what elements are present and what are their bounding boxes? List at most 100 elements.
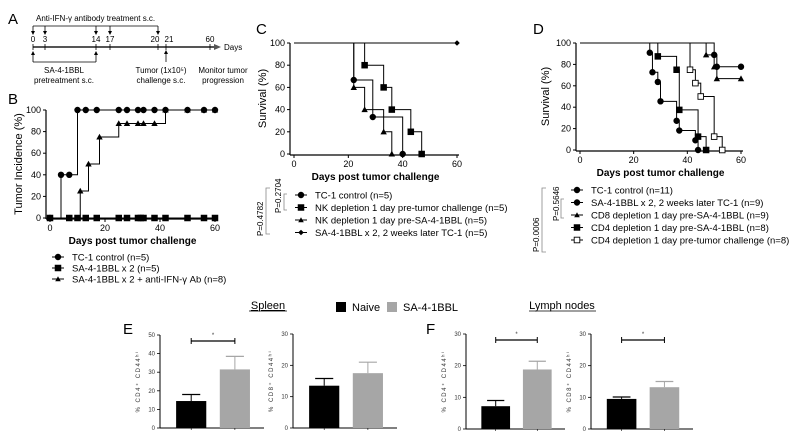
y-tick-label: 10 bbox=[579, 395, 586, 401]
series-line bbox=[50, 109, 215, 219]
data-point-square bbox=[573, 236, 581, 244]
data-point-circle bbox=[673, 117, 680, 124]
legend-label: SA-4-1BBL x 2, 2 weeks later TC-1 (n=5) bbox=[315, 228, 487, 239]
data-point-triangle bbox=[737, 75, 745, 82]
x-tick-label: 40 bbox=[155, 223, 165, 233]
data-point-square bbox=[694, 133, 702, 140]
bar-sa-4-1bbl bbox=[522, 369, 552, 429]
y-tick-label: 20 bbox=[281, 363, 288, 369]
data-point-triangle bbox=[574, 212, 580, 218]
data-point-square bbox=[388, 106, 396, 113]
bar-chart-e-cd4: 0 10 20 30 40 50 % CD4⁺ CD44ʰⁱ * bbox=[134, 333, 264, 432]
data-point-circle bbox=[657, 98, 664, 105]
y-tick-label: 40 bbox=[561, 102, 571, 112]
series-4 bbox=[580, 42, 726, 154]
panel-label-a: A bbox=[8, 11, 18, 28]
y-tick-label: 30 bbox=[579, 332, 586, 338]
series-line bbox=[294, 42, 404, 154]
series-2 bbox=[294, 42, 395, 157]
y-tick-label: 10 bbox=[148, 407, 155, 413]
bar-chart-f-cd8: 0 10 20 30 % CD8⁺ CD44ʰⁱ * bbox=[565, 332, 693, 433]
y-tick-label: 80 bbox=[275, 60, 285, 70]
data-point-circle bbox=[93, 106, 100, 114]
timeline-day-label: 17 bbox=[106, 35, 115, 44]
panel-label-c: C bbox=[256, 21, 267, 38]
bar-naive bbox=[309, 385, 340, 428]
data-point-circle bbox=[140, 106, 147, 114]
data-point-circle bbox=[134, 106, 142, 114]
pretreat-label-1: SA-4-1BBL bbox=[44, 66, 85, 75]
tumor-arrowhead-icon bbox=[164, 50, 168, 54]
timeline-axis-label: Days bbox=[224, 43, 242, 52]
data-point-square bbox=[692, 79, 699, 87]
data-point-triangle bbox=[713, 75, 721, 82]
data-point-triangle bbox=[77, 187, 84, 194]
treatment-arrowhead-icon bbox=[94, 31, 98, 35]
significance-marker: * bbox=[642, 332, 645, 338]
timeline-day-label: 3 bbox=[43, 35, 48, 44]
y-tick-label: 20 bbox=[31, 191, 41, 201]
treatment-arrows bbox=[31, 26, 160, 35]
data-point-triangle bbox=[151, 120, 158, 127]
y-axis-title: Survival (%) bbox=[257, 69, 269, 128]
data-point-square bbox=[654, 53, 662, 60]
pvalue-brackets-d: P=0.0006 P=0.5646 bbox=[532, 186, 564, 253]
series-1 bbox=[294, 42, 425, 158]
data-point-square bbox=[140, 214, 147, 222]
data-point-circle bbox=[57, 171, 65, 178]
tumor-label-1: Tumor (1x10⁵) bbox=[135, 66, 186, 75]
y-tick-label: 10 bbox=[454, 395, 461, 401]
y-axis-title: Survival (%) bbox=[540, 67, 552, 126]
y-tick-label: 20 bbox=[561, 124, 571, 134]
legend-swatch-sa41bbl bbox=[387, 302, 397, 312]
treatment-arrowhead-icon bbox=[156, 31, 160, 35]
x-axis-title: Days post tumor challenge bbox=[312, 172, 440, 183]
y-tick-label: 0 bbox=[458, 427, 462, 433]
data-point-triangle bbox=[388, 150, 395, 157]
bar-naive bbox=[481, 406, 511, 429]
series-line bbox=[580, 42, 699, 150]
pretreat-label-2: pretreatment s.c. bbox=[34, 76, 94, 85]
data-point-circle bbox=[694, 146, 702, 154]
data-point-square bbox=[686, 66, 694, 73]
treatment-arrowhead-icon bbox=[31, 31, 35, 35]
legend-b: TC-1 control (n=5)SA-4-1BBL x 2 (n=5)SA-… bbox=[52, 253, 226, 286]
y-tick-label: 20 bbox=[148, 389, 155, 395]
legend-label: NK depletion 1 day pre-tumor challenge (… bbox=[315, 203, 508, 214]
series-0 bbox=[580, 42, 702, 154]
data-point-square bbox=[297, 204, 305, 211]
data-point-triangle bbox=[200, 106, 208, 113]
legend-label: SA-4-1BBL x 2 (n=5) bbox=[72, 264, 160, 275]
y-tick-label: 0 bbox=[280, 149, 285, 159]
group-title-lymph-nodes: Lymph nodes bbox=[529, 300, 595, 312]
data-point-square bbox=[93, 214, 100, 222]
panel-label-f: F bbox=[426, 321, 435, 338]
data-point-circle bbox=[399, 150, 406, 158]
data-point-diamond bbox=[298, 229, 304, 236]
x-tick-label: 40 bbox=[398, 159, 408, 169]
data-point-triangle bbox=[66, 214, 73, 221]
x-axis-title: Days post tumor challenge bbox=[597, 168, 725, 179]
data-point-triangle bbox=[361, 106, 368, 113]
pvalue-c-2: P=0.2704 bbox=[274, 178, 283, 213]
y-tick-label: 20 bbox=[275, 127, 285, 137]
y-tick-label: 0 bbox=[285, 426, 289, 432]
series-2 bbox=[46, 106, 219, 221]
legend-swatch-naive bbox=[336, 302, 346, 312]
timeline-arrowhead-icon bbox=[214, 44, 221, 50]
x-tick-label: 60 bbox=[736, 155, 746, 165]
tumor-label-2: challenge s.c. bbox=[137, 76, 186, 85]
y-tick-label: 100 bbox=[26, 105, 41, 115]
data-point-triangle bbox=[162, 106, 169, 113]
data-point-triangle bbox=[350, 84, 357, 90]
legend-label: CD4 depletion 1 day pre-SA-4-1BBL (n=8) bbox=[591, 223, 769, 234]
y-tick-label: 10 bbox=[281, 395, 288, 401]
y-tick-label: 0 bbox=[583, 427, 587, 433]
data-point-circle bbox=[74, 106, 81, 114]
y-tick-label: 100 bbox=[270, 38, 285, 48]
legend-label: TC-1 control (n=5) bbox=[315, 191, 392, 202]
data-point-circle bbox=[115, 106, 122, 114]
data-point-triangle bbox=[298, 217, 304, 223]
chart-d-survival: 0 20 40 60 80 100 0 20 40 60 Days post tumor chall… bbox=[540, 38, 746, 179]
